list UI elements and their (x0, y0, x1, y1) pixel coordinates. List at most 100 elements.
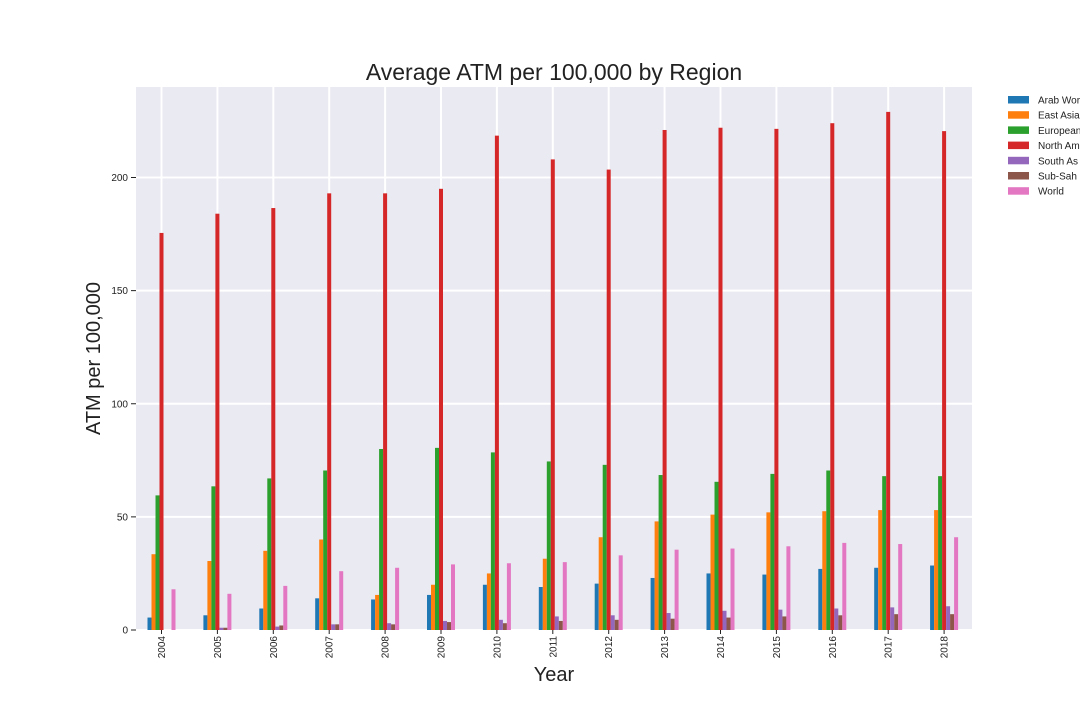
bar (938, 476, 943, 630)
bar (267, 478, 272, 630)
bar (159, 232, 164, 630)
bar (227, 593, 232, 630)
x-tick-label: 2015 (772, 636, 783, 659)
bar (447, 622, 451, 630)
bar (822, 511, 827, 630)
x-tick-label: 2014 (716, 636, 727, 659)
bar (147, 617, 152, 630)
bar (319, 539, 324, 630)
bar (786, 546, 791, 630)
legend-swatch (1008, 141, 1029, 150)
bar (339, 571, 344, 630)
bar (618, 555, 623, 630)
bar (610, 615, 615, 630)
y-axis-label: ATM per 100,000 (83, 282, 105, 435)
bar (323, 470, 328, 630)
bar (718, 127, 723, 630)
bar (331, 624, 336, 630)
bar (878, 510, 883, 630)
bar (431, 584, 435, 630)
bar (930, 565, 935, 630)
bar (335, 624, 340, 630)
bar (950, 614, 955, 630)
x-tick-label: 2012 (604, 636, 615, 659)
bar (435, 447, 439, 630)
legend-swatch (1008, 172, 1029, 180)
bar (874, 567, 879, 630)
legend: Arab Wor East Asia European North Am South A… (1008, 96, 1080, 198)
y-tick-label: 50 (117, 512, 129, 523)
bar (542, 558, 547, 630)
bar (770, 473, 775, 630)
bar (666, 613, 671, 630)
bar (942, 131, 947, 630)
bar (710, 514, 715, 630)
legend-label: Arab Wor (1038, 96, 1080, 107)
bar (203, 615, 208, 630)
x-tick-label: 2004 (157, 636, 168, 659)
bar (830, 123, 835, 630)
x-tick-label: 2013 (660, 636, 671, 659)
bar (842, 542, 847, 630)
bar (706, 573, 711, 630)
bar (898, 544, 903, 630)
bar (371, 599, 376, 630)
x-tick-label: 2016 (828, 636, 839, 659)
legend-label: East Asia (1038, 111, 1080, 122)
bar (674, 549, 679, 630)
y-tick-label: 200 (111, 173, 128, 184)
bar (662, 129, 667, 631)
bar (934, 510, 939, 630)
bar (486, 573, 491, 630)
bar (726, 617, 731, 630)
bar (954, 537, 959, 630)
bar (387, 623, 392, 630)
bar (562, 562, 567, 630)
x-tick-label: 2006 (269, 636, 280, 659)
bars (147, 111, 959, 631)
bar (391, 624, 396, 630)
y-tick-label: 100 (111, 399, 128, 410)
legend-swatch (1008, 111, 1029, 119)
bar (502, 623, 507, 630)
bar (774, 128, 779, 630)
bar (882, 476, 887, 630)
bar (498, 619, 503, 630)
x-tick-label: 2017 (884, 636, 895, 659)
bar (443, 620, 447, 630)
bar (451, 564, 455, 630)
bar (818, 568, 823, 630)
bar (894, 614, 899, 630)
bar (670, 618, 675, 630)
legend-swatch (1008, 126, 1029, 134)
bar (766, 512, 771, 630)
bar (327, 193, 332, 630)
bar (271, 208, 276, 630)
bar (538, 587, 543, 630)
bar (730, 548, 735, 630)
bar (215, 213, 220, 630)
bar (838, 615, 843, 630)
bar (886, 111, 891, 630)
bar (395, 567, 400, 630)
bar (762, 574, 767, 630)
bar (223, 627, 228, 630)
legend-label: North Am (1038, 141, 1080, 152)
bar (439, 188, 443, 630)
bar (890, 607, 895, 630)
bar (315, 598, 320, 630)
bar (482, 584, 487, 630)
chart-title: Average ATM per 100,000 by Region (366, 59, 742, 85)
bar (826, 470, 831, 630)
bar (379, 449, 384, 630)
bar (554, 616, 559, 630)
legend-label: Sub-Sah (1038, 172, 1077, 183)
legend-swatch (1008, 96, 1029, 104)
x-tick-label: 2018 (940, 636, 951, 659)
bar (594, 583, 599, 630)
bar (283, 585, 288, 630)
bar (782, 616, 787, 630)
x-tick-label: 2008 (381, 636, 392, 659)
bar (171, 589, 176, 630)
legend-label: European (1038, 126, 1080, 137)
